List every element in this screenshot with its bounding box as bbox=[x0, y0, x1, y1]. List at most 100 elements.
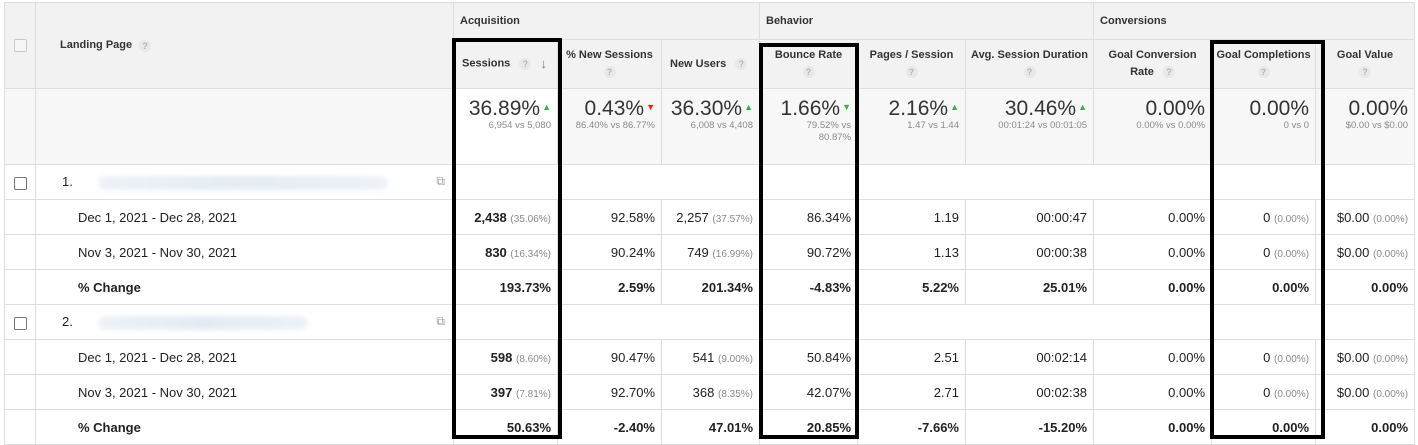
summary-goal-conversion-compare: 0.00% vs 0.00% bbox=[1136, 120, 1206, 131]
new-users-value: 368 bbox=[692, 384, 715, 400]
sessions-pct: (8.60%) bbox=[515, 353, 551, 365]
pages-session-header-label: Pages / Session bbox=[869, 49, 954, 61]
help-icon[interactable]: ? bbox=[1257, 66, 1270, 79]
bounce-rate-header[interactable]: Bounce Rate ? bbox=[759, 39, 858, 89]
summary-avg-duration: 30.46% ▲ 00:01:24 vs 00:01:05 bbox=[964, 88, 1095, 165]
help-icon[interactable]: ? bbox=[519, 57, 532, 70]
row-checkbox[interactable] bbox=[13, 176, 27, 190]
new-sessions-header[interactable]: % New Sessions ? bbox=[557, 39, 662, 89]
new-users-cell: 749 (16.99%) bbox=[661, 234, 760, 270]
new-users-pct: (16.99%) bbox=[712, 248, 753, 260]
pages-session-cell: 2.51 bbox=[857, 339, 966, 375]
landing-page-header[interactable]: Landing Page ? bbox=[35, 2, 454, 89]
help-icon[interactable]: ? bbox=[139, 39, 152, 52]
avg-session-duration-header-label: Avg. Session Duration bbox=[971, 49, 1088, 61]
pages-session-change: -7.66% bbox=[857, 409, 966, 445]
pages-session-cell: 1.19 bbox=[857, 199, 966, 235]
sessions-header[interactable]: Sessions ? ↓ bbox=[453, 39, 558, 89]
trend-down-good-icon: ▼ bbox=[842, 102, 851, 112]
row-checkbox[interactable] bbox=[13, 316, 27, 330]
new-users-change: 47.01% bbox=[661, 409, 760, 445]
landing-page-spacer bbox=[452, 304, 1416, 340]
pages-session-header[interactable]: Pages / Session ? bbox=[857, 39, 966, 89]
redacted-url[interactable] bbox=[98, 315, 309, 330]
new-sessions-cell: 90.24% bbox=[557, 234, 662, 270]
goal-value-pct: (0.00%) bbox=[1373, 213, 1409, 225]
sessions-value: 830 bbox=[485, 244, 507, 260]
summary-goal-value: 0.00% $0.00 vs $0.00 bbox=[1315, 88, 1416, 165]
acquisition-group-header: Acquisition bbox=[453, 2, 760, 40]
table-row: Nov 3, 2021 - Nov 30, 2021 397 (7.81%) 9… bbox=[4, 374, 1416, 410]
sessions-pct: (7.81%) bbox=[515, 388, 551, 400]
avg-duration-change: -15.20% bbox=[964, 409, 1095, 445]
new-users-header[interactable]: New Users ? bbox=[661, 39, 760, 89]
trend-up-icon: ▲ bbox=[950, 102, 959, 112]
help-icon[interactable]: ? bbox=[1023, 66, 1036, 79]
new-users-value: 541 bbox=[692, 349, 715, 365]
new-sessions-cell: 92.70% bbox=[557, 374, 662, 410]
landing-page-table: Landing Page ? Acquisition Behavior Conv… bbox=[4, 2, 1416, 445]
goal-value-change: 0.00% bbox=[1315, 409, 1416, 445]
bounce-rate-cell: 50.84% bbox=[759, 339, 858, 375]
redacted-url[interactable] bbox=[98, 175, 389, 190]
landing-page-header-label: Landing Page bbox=[60, 39, 133, 52]
table-row: Dec 1, 2021 - Dec 28, 2021 598 (8.60%) 9… bbox=[4, 339, 1416, 375]
avg-duration-cell: 00:02:38 bbox=[964, 374, 1095, 410]
summary-avg-duration-value: 30.46% bbox=[1004, 97, 1077, 120]
summary-new-users-value: 36.30% bbox=[670, 97, 743, 120]
summary-new-sessions-value: 0.43% bbox=[584, 97, 645, 120]
help-icon[interactable]: ? bbox=[603, 66, 616, 79]
goal-completions-cell: 0 (0.00%) bbox=[1211, 374, 1317, 410]
goal-conversion-cell: 0.00% bbox=[1093, 374, 1213, 410]
select-all-cell bbox=[4, 2, 36, 89]
trend-down-icon: ▼ bbox=[646, 102, 655, 112]
empty-cell bbox=[4, 199, 36, 235]
new-users-header-label: New Users bbox=[670, 57, 727, 70]
new-sessions-change: -2.40% bbox=[557, 409, 662, 445]
sessions-value: 2,438 bbox=[474, 209, 507, 225]
sort-descending-icon[interactable]: ↓ bbox=[540, 56, 547, 72]
help-icon[interactable]: ? bbox=[735, 57, 748, 70]
summary-goal-conversion: 0.00% 0.00% vs 0.00% bbox=[1093, 88, 1213, 165]
trend-up-icon: ▲ bbox=[542, 102, 551, 112]
summary-sessions-compare: 6,954 vs 5,080 bbox=[488, 120, 551, 131]
goal-completions-header[interactable]: Goal Completions ? bbox=[1211, 39, 1317, 89]
help-icon[interactable]: ? bbox=[1359, 66, 1372, 79]
sessions-cell: 397 (7.81%) bbox=[453, 374, 558, 410]
row-checkbox-cell bbox=[4, 304, 36, 340]
help-icon[interactable]: ? bbox=[1162, 66, 1175, 79]
row-index: 1. bbox=[62, 174, 73, 190]
date-range-label: Nov 3, 2021 - Nov 30, 2021 bbox=[35, 234, 454, 270]
avg-session-duration-header[interactable]: Avg. Session Duration ? bbox=[964, 39, 1095, 89]
select-all-checkbox[interactable] bbox=[13, 39, 27, 52]
goal-conversion-change: 0.00% bbox=[1093, 409, 1213, 445]
summary-bounce-rate-compare-2: 80.87% bbox=[818, 132, 851, 143]
summary-bounce-rate-compare-1: 79.52% vs bbox=[806, 120, 851, 131]
new-users-cell: 368 (8.35%) bbox=[661, 374, 760, 410]
percent-change-label: % Change bbox=[35, 269, 454, 305]
help-icon[interactable]: ? bbox=[905, 66, 918, 79]
open-in-new-icon[interactable]: ⧉ bbox=[436, 174, 445, 189]
sessions-change: 193.73% bbox=[453, 269, 558, 305]
summary-goal-value-compare: $0.00 vs $0.00 bbox=[1345, 120, 1409, 131]
avg-duration-cell: 00:00:38 bbox=[964, 234, 1095, 270]
pages-session-cell: 2.71 bbox=[857, 374, 966, 410]
summary-new-users: 36.30% ▲ 6,008 vs 4,408 bbox=[661, 88, 760, 165]
new-users-cell: 2,257 (37.57%) bbox=[661, 199, 760, 235]
help-icon[interactable]: ? bbox=[802, 66, 815, 79]
behavior-group-header: Behavior bbox=[758, 2, 1095, 40]
summary-goal-value-value: 0.00% bbox=[1348, 97, 1409, 120]
goal-conversion-cell: 0.00% bbox=[1093, 339, 1213, 375]
sessions-value: 598 bbox=[490, 349, 513, 365]
open-in-new-icon[interactable]: ⧉ bbox=[436, 314, 445, 329]
goal-completions-change: 0.00% bbox=[1211, 269, 1317, 305]
goal-conversion-rate-header[interactable]: Goal Conversion Rate ? bbox=[1093, 39, 1213, 89]
goal-value-value: $0.00 bbox=[1336, 244, 1370, 260]
column-header-row: Sessions ? ↓ % New Sessions ? New Users … bbox=[5, 39, 1416, 89]
summary-pages-session: 2.16% ▲ 1.47 vs 1.44 bbox=[857, 88, 966, 165]
bounce-rate-cell: 42.07% bbox=[759, 374, 858, 410]
new-sessions-change: 2.59% bbox=[557, 269, 662, 305]
pages-session-cell: 1.13 bbox=[857, 234, 966, 270]
goal-value-header[interactable]: Goal Value ? bbox=[1315, 39, 1416, 89]
